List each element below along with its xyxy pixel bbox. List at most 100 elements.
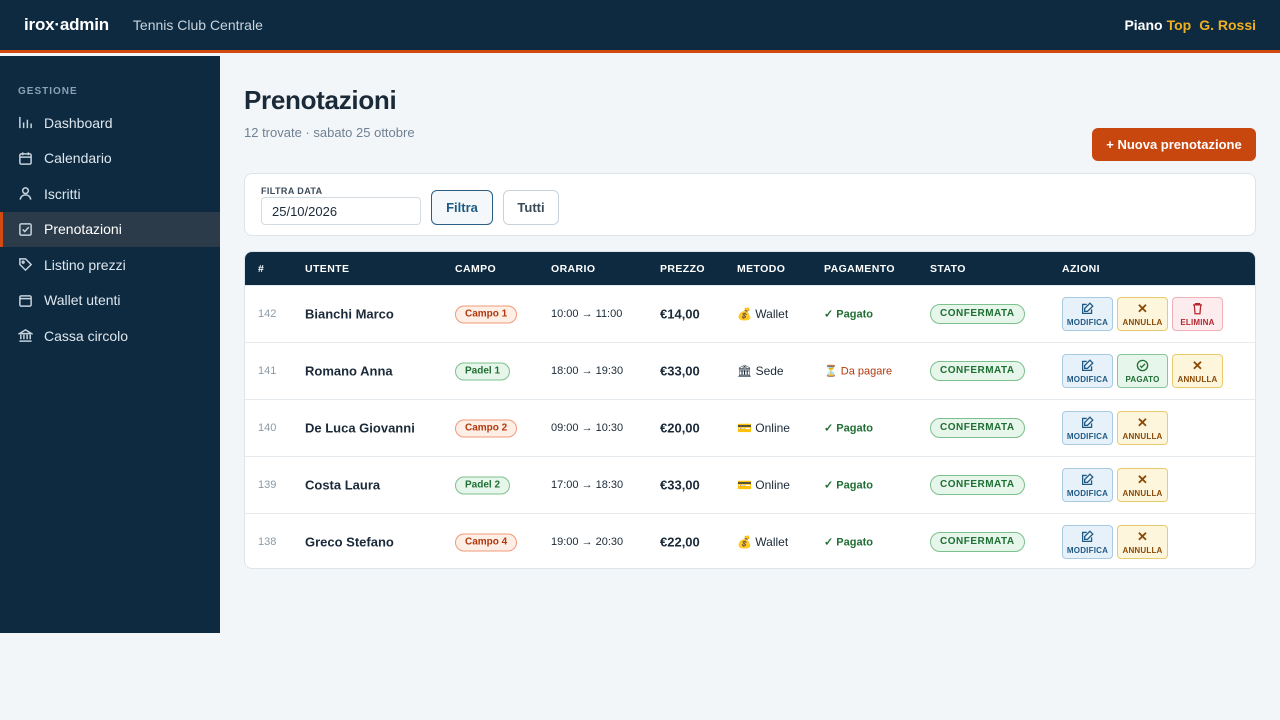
row-actions: MODIFICA ✕ ANNULLA bbox=[1062, 468, 1168, 502]
delete-button[interactable]: ELIMINA bbox=[1172, 297, 1223, 331]
show-all-button[interactable]: Tutti bbox=[503, 190, 559, 225]
column-header-utente: UTENTE bbox=[305, 263, 350, 275]
court-cell: Campo 2 bbox=[455, 419, 518, 438]
trash-icon bbox=[1193, 302, 1202, 315]
payment-status: ⏳ Da pagare bbox=[824, 365, 893, 378]
status-cell: CONFERMATA bbox=[930, 361, 1025, 381]
cancel-label: ANNULLA bbox=[1177, 374, 1218, 384]
table-row: 142 Bianchi Marco Campo 1 10:00 → 11:00 … bbox=[245, 285, 1255, 342]
edit-icon bbox=[1081, 416, 1094, 429]
cancel-button[interactable]: ✕ ANNULLA bbox=[1172, 354, 1223, 388]
wallet-icon bbox=[19, 294, 32, 307]
close-icon: ✕ bbox=[1136, 472, 1149, 487]
table-row: 140 De Luca Giovanni Campo 2 09:00 → 10:… bbox=[245, 399, 1255, 456]
account-info: Piano Top G. Rossi bbox=[1124, 17, 1256, 33]
edit-button[interactable]: MODIFICA bbox=[1062, 468, 1113, 502]
plan-name: Top bbox=[1166, 17, 1192, 33]
check-circle-icon bbox=[1136, 359, 1149, 372]
payment-method: 💰 Wallet bbox=[737, 535, 788, 549]
column-header-campo: CAMPO bbox=[455, 263, 497, 275]
sidebar-item-calendario[interactable]: Calendario bbox=[0, 141, 220, 177]
court-cell: Padel 2 bbox=[455, 476, 511, 495]
sidebar-item-label: Calendario bbox=[44, 150, 112, 167]
court-badge: Padel 2 bbox=[455, 476, 511, 495]
payment-method: 💳 Online bbox=[737, 478, 790, 492]
row-actions: MODIFICA ✕ ANNULLA bbox=[1062, 525, 1168, 559]
column-header-orario: ORARIO bbox=[551, 263, 596, 275]
edit-label: MODIFICA bbox=[1066, 545, 1109, 555]
booking-price: €14,00 bbox=[660, 306, 700, 322]
sidebar-item-label: Prenotazioni bbox=[44, 221, 122, 238]
column-header-stato: STATO bbox=[930, 263, 966, 275]
edit-button[interactable]: MODIFICA bbox=[1062, 354, 1113, 388]
sidebar-item-prenotazioni[interactable]: Prenotazioni bbox=[0, 211, 220, 247]
court-cell: Campo 1 bbox=[455, 305, 518, 324]
mark-paid-label: PAGATO bbox=[1125, 374, 1160, 384]
status-cell: CONFERMATA bbox=[930, 304, 1025, 324]
filter-button[interactable]: Filtra bbox=[431, 190, 493, 225]
payment-method-label: Online bbox=[755, 478, 790, 492]
sidebar-item-wallet-utenti[interactable]: Wallet utenti bbox=[0, 283, 220, 319]
table-header: # UTENTE CAMPO ORARIO PREZZO METODO PAGA… bbox=[245, 252, 1255, 285]
court-badge: Campo 2 bbox=[455, 419, 518, 438]
status-cell: CONFERMATA bbox=[930, 532, 1025, 552]
bookings-table: # UTENTE CAMPO ORARIO PREZZO METODO PAGA… bbox=[244, 251, 1256, 569]
tag-icon bbox=[19, 258, 33, 272]
money-bag-icon: 💰 bbox=[737, 535, 752, 549]
page-title: Prenotazioni bbox=[244, 85, 397, 115]
cancel-label: ANNULLA bbox=[1122, 317, 1163, 327]
column-header-azioni: AZIONI bbox=[1062, 263, 1100, 275]
table-row: 138 Greco Stefano Campo 4 19:00 → 20:30 … bbox=[245, 513, 1255, 568]
edit-label: MODIFICA bbox=[1066, 488, 1109, 498]
booking-time: 10:00 → 11:00 bbox=[551, 308, 623, 320]
booking-user: De Luca Giovanni bbox=[305, 420, 415, 436]
sidebar: GESTIONE Dashboard Calendario Iscritti P… bbox=[0, 56, 220, 633]
payment-method-label: Wallet bbox=[755, 535, 789, 549]
sidebar-item-dashboard[interactable]: Dashboard bbox=[0, 105, 220, 141]
edit-label: MODIFICA bbox=[1066, 317, 1109, 327]
payment-status: ✓ Pagato bbox=[824, 536, 873, 549]
filter-date-input[interactable] bbox=[261, 197, 421, 225]
mark-paid-button[interactable]: PAGATO bbox=[1117, 354, 1168, 388]
cancel-button[interactable]: ✕ ANNULLA bbox=[1117, 525, 1168, 559]
booking-time: 18:00 → 19:30 bbox=[551, 365, 624, 377]
edit-icon bbox=[1081, 359, 1094, 372]
brand-logo[interactable]: irox·admin bbox=[24, 15, 109, 34]
sidebar-item-cassa-circolo[interactable]: Cassa circolo bbox=[0, 318, 220, 354]
credit-card-icon: 💳 bbox=[737, 421, 752, 435]
court-badge: Campo 1 bbox=[455, 305, 518, 324]
new-booking-button[interactable]: + Nuova prenotazione bbox=[1092, 128, 1256, 161]
booking-user: Romano Anna bbox=[305, 363, 393, 379]
row-actions: MODIFICA ✕ ANNULLA bbox=[1062, 411, 1168, 445]
booking-id: 138 bbox=[258, 536, 277, 548]
user-menu[interactable]: G. Rossi bbox=[1199, 17, 1256, 33]
row-actions: MODIFICA ✕ ANNULLA ELIMINA bbox=[1062, 297, 1223, 331]
booking-user: Costa Laura bbox=[305, 477, 381, 493]
row-actions: MODIFICA PAGATO ✕ ANNULLA bbox=[1062, 354, 1223, 388]
cancel-button[interactable]: ✕ ANNULLA bbox=[1117, 411, 1168, 445]
court-cell: Campo 4 bbox=[455, 533, 518, 552]
payment-method: 🏛 Sede bbox=[737, 364, 784, 378]
payment-status: ✓ Pagato bbox=[824, 308, 873, 321]
edit-button[interactable]: MODIFICA bbox=[1062, 411, 1113, 445]
sidebar-item-listino-prezzi[interactable]: Listino prezzi bbox=[0, 247, 220, 283]
close-icon: ✕ bbox=[1136, 529, 1149, 544]
court-badge: Padel 1 bbox=[455, 362, 511, 381]
sidebar-item-iscritti[interactable]: Iscritti bbox=[0, 176, 220, 212]
booking-price: €33,00 bbox=[660, 477, 700, 493]
court-cell: Padel 1 bbox=[455, 362, 511, 381]
edit-button[interactable]: MODIFICA bbox=[1062, 525, 1113, 559]
cancel-button[interactable]: ✕ ANNULLA bbox=[1117, 468, 1168, 502]
sidebar-item-label: Cassa circolo bbox=[44, 327, 129, 344]
user-icon bbox=[19, 187, 32, 200]
edit-button[interactable]: MODIFICA bbox=[1062, 297, 1113, 331]
money-bag-icon: 💰 bbox=[737, 307, 752, 321]
status-cell: CONFERMATA bbox=[930, 418, 1025, 438]
calendar-icon bbox=[19, 152, 32, 165]
edit-icon bbox=[1081, 302, 1094, 315]
table-row: 141 Romano Anna Padel 1 18:00 → 19:30 €3… bbox=[245, 342, 1255, 399]
bar-chart-icon bbox=[19, 117, 32, 129]
booking-id: 139 bbox=[258, 479, 277, 491]
cancel-button[interactable]: ✕ ANNULLA bbox=[1117, 297, 1168, 331]
close-icon: ✕ bbox=[1136, 415, 1149, 430]
